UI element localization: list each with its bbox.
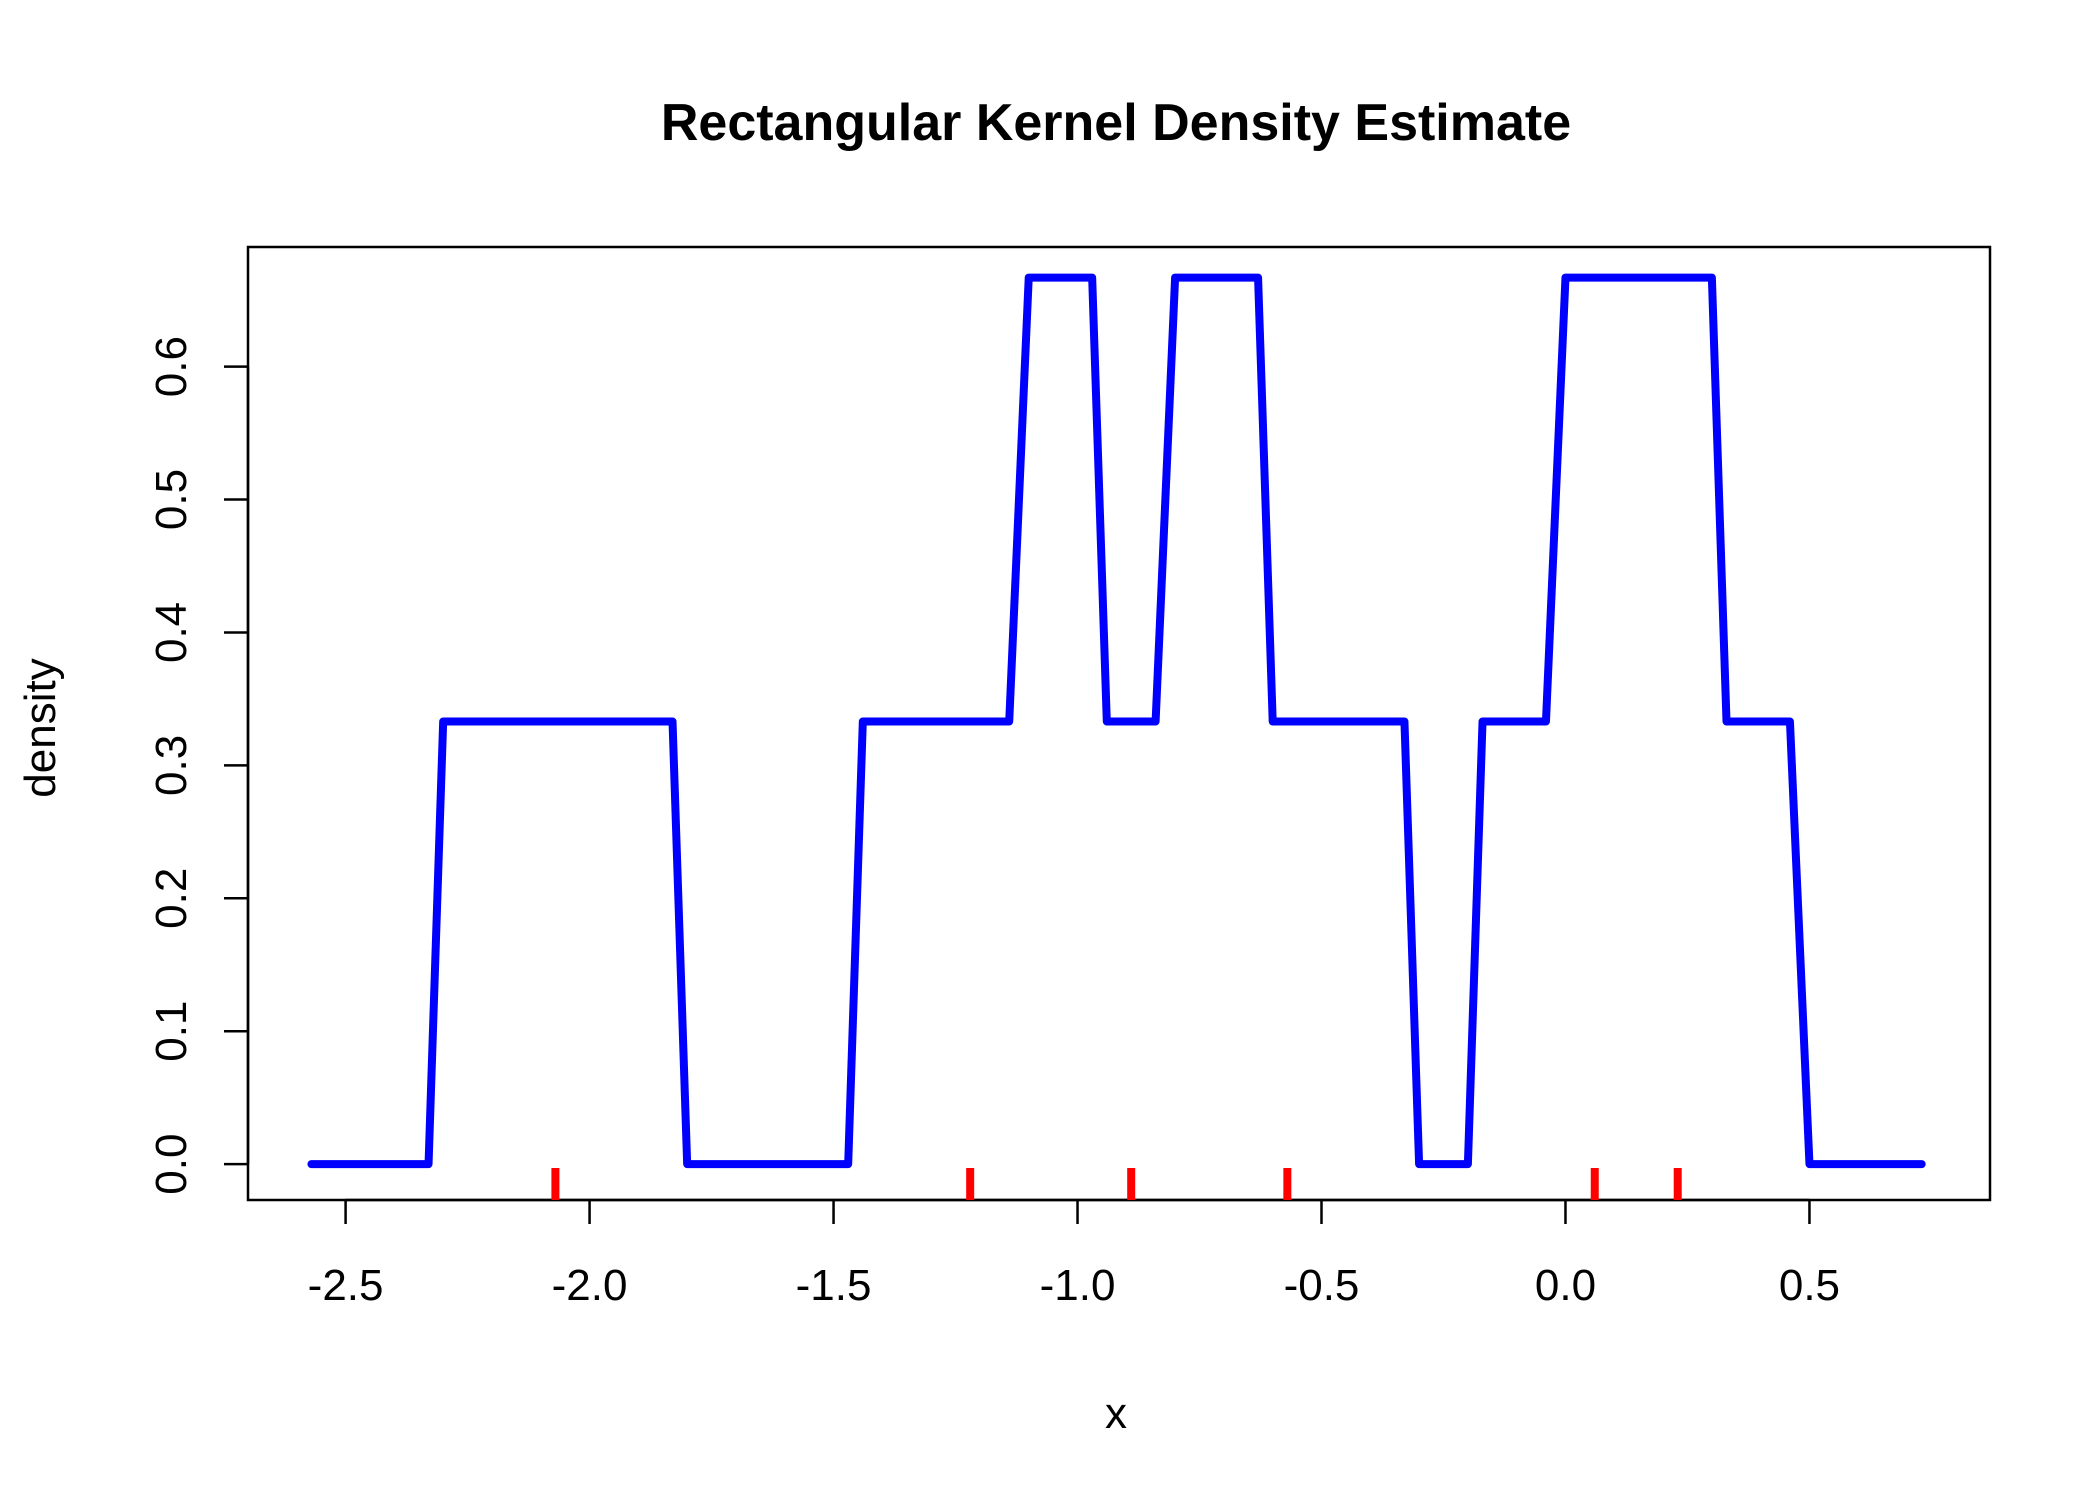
- x-tick-label: -1.0: [1040, 1261, 1116, 1310]
- chart-title: Rectangular Kernel Density Estimate: [661, 94, 1571, 152]
- density-curve: [307, 273, 1926, 1169]
- x-tick-label: -1.5: [796, 1261, 872, 1310]
- x-tick-label: 0.5: [1779, 1261, 1840, 1310]
- x-tick-label: -2.5: [308, 1261, 384, 1310]
- x-axis-label: x: [1105, 1389, 1127, 1438]
- x-tick-label: -2.0: [552, 1261, 628, 1310]
- y-tick-label: 0.3: [147, 735, 196, 796]
- y-axis: 0.0 0.1 0.2 0.3 0.4 0.5 0.6: [147, 336, 250, 1195]
- y-tick-label: 0.2: [147, 868, 196, 929]
- y-tick-label: 0.4: [147, 602, 196, 663]
- x-axis: -2.5 -2.0 -1.5 -1.0 -0.5 0.0 0.5: [308, 1198, 1840, 1310]
- plot-area-frame: [246, 245, 1992, 1202]
- x-tick-label: -0.5: [1284, 1261, 1360, 1310]
- y-tick-label: 0.0: [147, 1134, 196, 1195]
- x-tick-label: 0.0: [1535, 1261, 1596, 1310]
- y-axis-label: density: [16, 658, 65, 797]
- rug-marks: [551, 1168, 1682, 1200]
- y-tick-label: 0.5: [147, 469, 196, 530]
- y-tick-label: 0.1: [147, 1001, 196, 1062]
- y-tick-label: 0.6: [147, 336, 196, 397]
